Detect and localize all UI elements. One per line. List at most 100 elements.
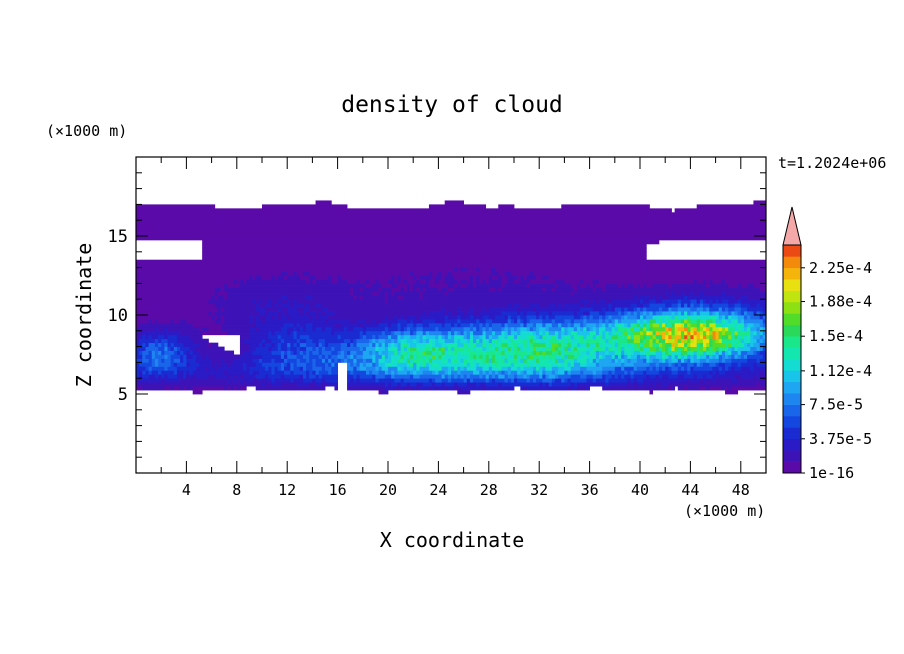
density-cell (309, 275, 316, 280)
density-cell (262, 382, 266, 387)
density-cell (523, 386, 527, 391)
density-cell (394, 370, 398, 375)
density-cell (586, 318, 600, 324)
density-cell (567, 326, 575, 332)
density-cell (646, 330, 650, 336)
density-cell (239, 350, 244, 355)
density-cell (517, 370, 521, 375)
density-cell (406, 370, 411, 375)
density-cell (422, 295, 635, 300)
density-cell (734, 334, 739, 340)
density-cell (740, 374, 754, 379)
density-cell (725, 342, 729, 347)
density-cell (482, 346, 487, 351)
density-cell (532, 334, 537, 340)
density-cell (501, 287, 543, 292)
density-cell (154, 354, 165, 359)
density-cell (381, 330, 386, 336)
density-cell (359, 366, 367, 371)
density-cell (617, 330, 622, 336)
density-cell (451, 326, 464, 332)
density-cell (296, 338, 301, 344)
density-cell (139, 342, 143, 347)
density-cell (586, 303, 590, 308)
density-cell (709, 346, 713, 351)
density-cell (428, 279, 436, 284)
density-cell (315, 275, 329, 280)
density-cell (721, 307, 726, 312)
density-cell (410, 334, 417, 340)
density-cell (280, 342, 288, 347)
density-cell (176, 370, 184, 375)
density-cell (529, 318, 543, 324)
density-cell (677, 362, 682, 367)
colorbar-swatch (783, 416, 801, 428)
density-cell (262, 318, 266, 324)
density-cell (202, 243, 647, 249)
density-cell (262, 342, 266, 347)
density-cell (224, 295, 228, 300)
density-cell (400, 346, 405, 351)
density-cell (599, 326, 606, 332)
density-cell (665, 350, 669, 355)
density-cell (384, 358, 392, 363)
density-cell (391, 358, 395, 363)
density-cell (255, 303, 260, 308)
density-cell (296, 382, 310, 387)
density-cell (262, 358, 272, 363)
density-cell (375, 334, 379, 340)
density-cell (457, 382, 468, 387)
density-cell (136, 386, 143, 391)
density-cell (539, 350, 543, 355)
density-cell (457, 322, 461, 328)
density-cell (337, 334, 342, 340)
density-cell (756, 350, 761, 355)
density-cell (542, 318, 553, 324)
density-cell (665, 334, 669, 340)
density-cell (422, 291, 446, 296)
density-cell (514, 374, 518, 379)
density-cell (677, 315, 688, 320)
density-cell (690, 338, 694, 344)
density-cell (529, 342, 534, 347)
density-cell (668, 382, 757, 387)
density-cell (545, 346, 553, 351)
density-cell (221, 362, 228, 367)
density-cell (570, 322, 575, 328)
density-cell (693, 350, 698, 355)
density-cell (491, 326, 502, 332)
density-cell (239, 374, 244, 379)
density-cell (567, 386, 572, 391)
density-cell (271, 358, 275, 363)
density-cell (425, 334, 436, 340)
density-cell (665, 346, 669, 351)
density-cell (384, 342, 389, 347)
density-cell (479, 382, 487, 387)
density-cell (410, 382, 417, 387)
density-cell (529, 271, 534, 276)
density-cell (611, 346, 616, 351)
density-cell (523, 342, 527, 347)
density-cell (296, 346, 301, 351)
density-cell (605, 378, 609, 383)
density-cell (145, 366, 149, 371)
density-cell (573, 358, 578, 363)
density-cell (674, 322, 682, 328)
density-cell (567, 358, 572, 363)
density-cell (315, 200, 332, 205)
density-cell (640, 299, 644, 304)
density-cell (451, 330, 455, 336)
density-cell (479, 374, 483, 379)
density-cell (473, 370, 480, 375)
density-cell (441, 342, 449, 347)
density-cell (249, 326, 257, 332)
density-cell (199, 350, 235, 355)
density-cell (230, 378, 235, 383)
density-cell (416, 370, 424, 375)
density-cell (498, 370, 502, 375)
density-cell (740, 362, 754, 367)
density-cell (627, 370, 631, 375)
density-cell (460, 279, 468, 284)
density-cell (211, 311, 216, 316)
density-cell (334, 358, 338, 363)
